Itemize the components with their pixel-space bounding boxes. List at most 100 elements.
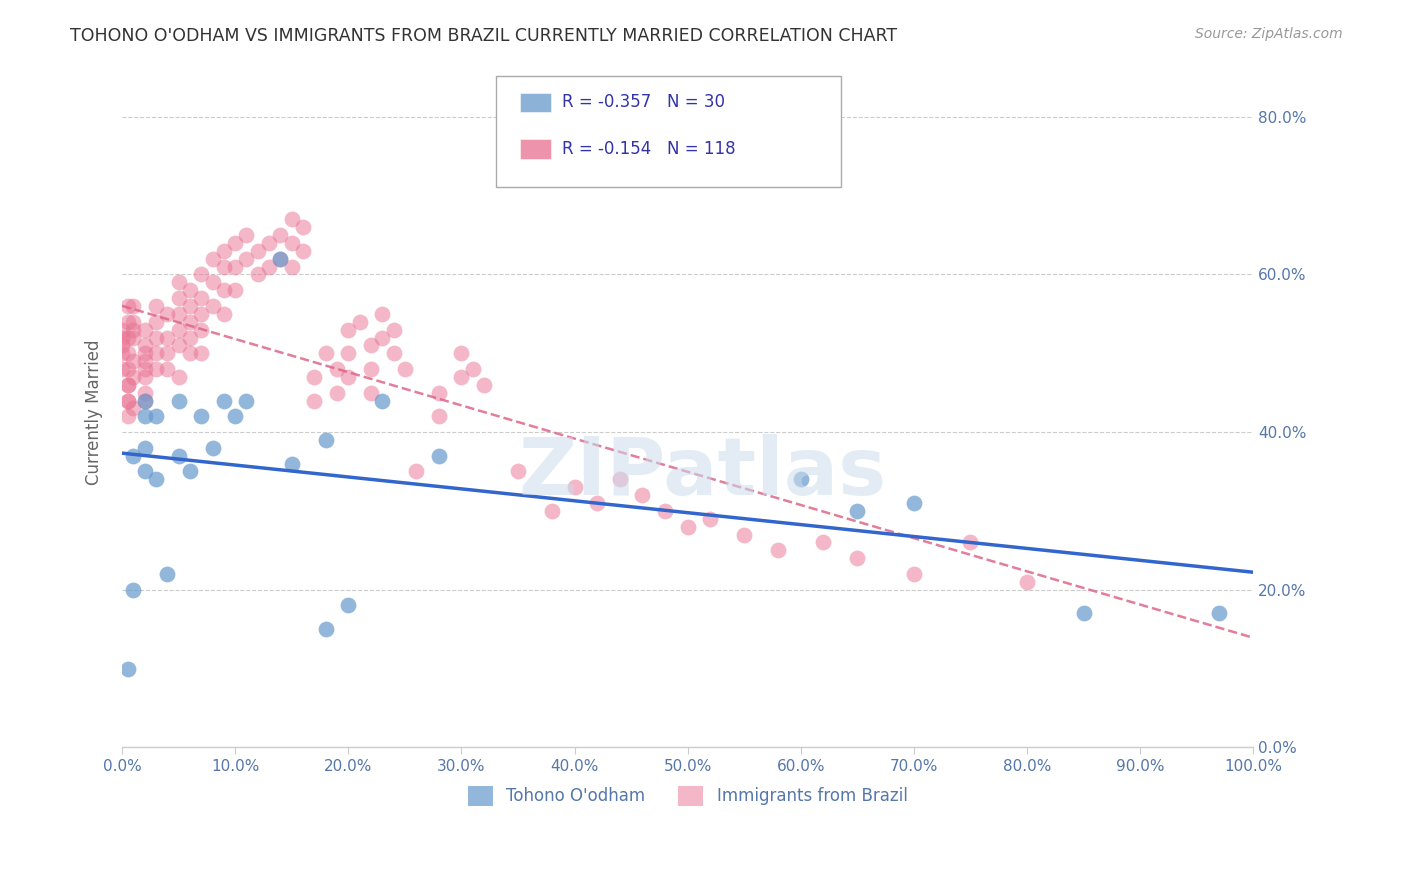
Legend: Tohono O'odham, Immigrants from Brazil: Tohono O'odham, Immigrants from Brazil bbox=[461, 779, 914, 813]
Point bbox=[224, 235, 246, 250]
Point bbox=[122, 582, 145, 597]
Point bbox=[156, 330, 179, 344]
Point bbox=[117, 377, 139, 392]
Point bbox=[201, 441, 224, 455]
Point bbox=[405, 465, 427, 479]
Point bbox=[156, 566, 179, 581]
Point bbox=[371, 307, 394, 321]
Point bbox=[167, 338, 190, 352]
Point bbox=[179, 283, 201, 297]
Point bbox=[246, 268, 269, 282]
Point bbox=[111, 323, 134, 337]
Point bbox=[257, 235, 280, 250]
Point bbox=[360, 362, 382, 376]
Point bbox=[959, 535, 981, 549]
Point bbox=[257, 260, 280, 274]
Point bbox=[134, 370, 156, 384]
Point bbox=[382, 323, 405, 337]
Point bbox=[461, 362, 484, 376]
Point bbox=[326, 385, 349, 400]
Point bbox=[450, 346, 472, 360]
Point bbox=[117, 661, 139, 675]
Point bbox=[117, 362, 139, 376]
Point bbox=[167, 449, 190, 463]
Y-axis label: Currently Married: Currently Married bbox=[86, 340, 103, 485]
Point bbox=[122, 330, 145, 344]
Point bbox=[122, 315, 145, 329]
Point bbox=[134, 465, 156, 479]
Point bbox=[427, 385, 450, 400]
Point bbox=[212, 307, 235, 321]
Point bbox=[371, 393, 394, 408]
Point bbox=[145, 299, 167, 313]
Point bbox=[190, 291, 212, 305]
Point bbox=[117, 409, 139, 424]
Point bbox=[212, 283, 235, 297]
Point bbox=[134, 346, 156, 360]
Point bbox=[190, 323, 212, 337]
Point bbox=[292, 220, 315, 235]
Point bbox=[654, 504, 676, 518]
Point bbox=[315, 622, 337, 636]
Point bbox=[212, 244, 235, 258]
Point bbox=[167, 370, 190, 384]
Point bbox=[304, 370, 326, 384]
Point bbox=[111, 338, 134, 352]
Point bbox=[790, 472, 813, 486]
Point bbox=[145, 472, 167, 486]
Point bbox=[122, 323, 145, 337]
Point bbox=[117, 393, 139, 408]
Point bbox=[235, 252, 257, 266]
Point bbox=[427, 409, 450, 424]
Point bbox=[846, 504, 869, 518]
Point bbox=[212, 260, 235, 274]
Point bbox=[699, 512, 721, 526]
Point bbox=[111, 330, 134, 344]
Point bbox=[111, 346, 134, 360]
Point bbox=[145, 346, 167, 360]
Point bbox=[117, 377, 139, 392]
Point bbox=[541, 504, 564, 518]
Point bbox=[134, 385, 156, 400]
Point bbox=[145, 362, 167, 376]
Point bbox=[846, 551, 869, 566]
Point bbox=[134, 441, 156, 455]
Point bbox=[190, 268, 212, 282]
Point bbox=[134, 409, 156, 424]
Point bbox=[134, 354, 156, 368]
Point bbox=[179, 315, 201, 329]
Point bbox=[733, 527, 755, 541]
Point bbox=[269, 252, 291, 266]
Point bbox=[394, 362, 416, 376]
Point bbox=[117, 346, 139, 360]
Point bbox=[315, 346, 337, 360]
Point bbox=[360, 338, 382, 352]
Point bbox=[349, 315, 371, 329]
Point bbox=[280, 260, 302, 274]
Point bbox=[122, 299, 145, 313]
Point bbox=[156, 362, 179, 376]
Point bbox=[134, 393, 156, 408]
Point bbox=[766, 543, 789, 558]
Point bbox=[903, 496, 925, 510]
Point bbox=[117, 393, 139, 408]
Point bbox=[179, 465, 201, 479]
Point bbox=[269, 228, 291, 243]
Point bbox=[292, 244, 315, 258]
Point bbox=[212, 393, 235, 408]
Point bbox=[190, 307, 212, 321]
Point bbox=[506, 465, 529, 479]
Point bbox=[304, 393, 326, 408]
Point bbox=[235, 393, 257, 408]
Point bbox=[280, 212, 302, 227]
Point bbox=[156, 307, 179, 321]
Point bbox=[145, 315, 167, 329]
Point bbox=[167, 307, 190, 321]
Point bbox=[134, 393, 156, 408]
Point bbox=[1208, 607, 1230, 621]
Point bbox=[224, 409, 246, 424]
Point bbox=[586, 496, 609, 510]
Point bbox=[201, 252, 224, 266]
Point bbox=[122, 449, 145, 463]
Text: R = -0.357   N = 30: R = -0.357 N = 30 bbox=[562, 93, 725, 112]
